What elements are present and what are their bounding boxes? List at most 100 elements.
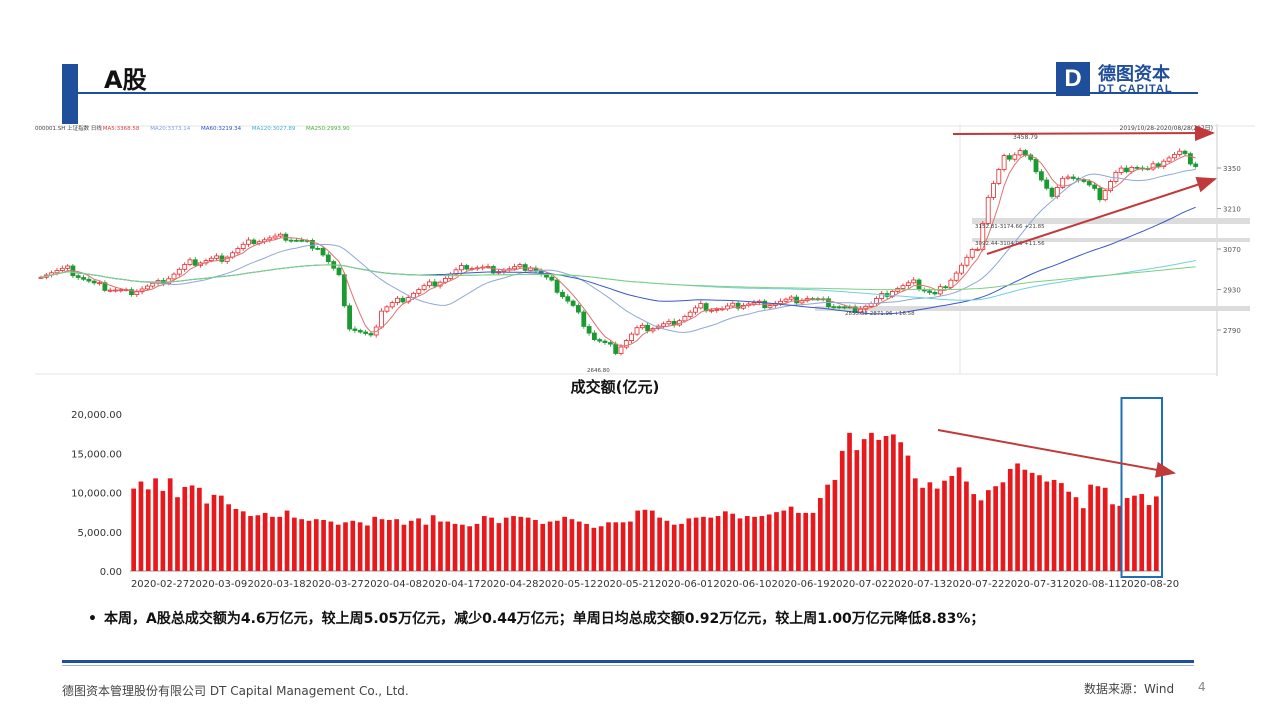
turnover-bar: [905, 455, 911, 571]
candle-body: [911, 279, 917, 284]
candle-body: [235, 248, 241, 254]
candle-body: [645, 324, 650, 332]
candle-body: [1113, 172, 1119, 182]
candle-body: [1108, 181, 1113, 192]
turnover-bar: [518, 516, 524, 571]
turnover-bar: [138, 481, 144, 571]
x-tick-label: 2020-03-18: [247, 579, 305, 590]
turnover-bar: [533, 519, 538, 571]
candle-body: [666, 320, 672, 325]
candle-body: [1033, 159, 1039, 173]
candle-body: [277, 233, 283, 237]
ma20-line: [40, 168, 1196, 333]
turnover-bar: [686, 518, 692, 571]
turnover-bar: [175, 497, 180, 571]
summary-bullet: • 本周，A股总成交额为4.6万亿元，较上周5.05万亿元，减少0.44万亿元；单…: [88, 608, 984, 628]
turnover-bar: [452, 523, 458, 571]
candle-body: [1039, 171, 1044, 181]
turnover-bar: [649, 510, 655, 571]
turnover-bar: [810, 512, 816, 571]
turnover-bar: [335, 524, 341, 571]
title-accent-bar: [62, 64, 78, 124]
turnover-bar: [460, 524, 465, 571]
candle-body: [315, 248, 321, 250]
candlestick-chart: 3350 3210 3070 2930 2790 000001.SH 上证指数 日线 MA5…: [35, 124, 1255, 376]
turnover-bar: [240, 511, 246, 571]
turnover-bar: [328, 521, 334, 571]
candle-body: [528, 267, 533, 271]
gap-zone: [972, 238, 1250, 242]
candle-body: [842, 306, 847, 309]
turnover-bar: [467, 526, 473, 571]
turnover-bar: [869, 432, 874, 571]
turnover-bar: [248, 516, 253, 571]
footer-divider-thin: [62, 665, 1194, 666]
x-tick-label: 2020-06-01: [655, 579, 713, 590]
turnover-bar: [635, 510, 641, 571]
turnover-bar: [986, 490, 991, 571]
candle-body: [512, 266, 518, 270]
turnover-bar: [445, 521, 451, 571]
y-tick-label: 5,000.00: [77, 528, 122, 539]
gap-label: 3092.44-3104.00 +11.56: [975, 241, 1045, 247]
turnover-bar: [262, 512, 268, 571]
turnover-bar: [774, 512, 779, 572]
turnover-bar: [847, 432, 852, 571]
y-tick-label: 20,000.00: [71, 410, 122, 421]
turnover-bar: [964, 481, 969, 571]
candle-body: [1092, 184, 1097, 189]
high-price-label: 3458.79: [1013, 134, 1038, 141]
candle-body: [1007, 155, 1012, 160]
candle-body: [948, 279, 954, 288]
y-tick-label: 0.00: [100, 567, 122, 578]
y-tick-label: 15,000.00: [71, 449, 122, 460]
candle-body: [639, 324, 645, 329]
turnover-bar: [408, 520, 414, 571]
turnover-bar: [730, 513, 735, 571]
turnover-trend-arrow: [937, 429, 1176, 478]
candle-body: [975, 248, 980, 251]
turnover-bar: [1146, 505, 1152, 571]
turnover-bar: [489, 517, 494, 571]
candle-body: [1102, 190, 1108, 201]
logo-name-cn: 德图资本: [1098, 64, 1170, 85]
candle-body: [916, 279, 922, 290]
title-divider: [78, 92, 1198, 94]
candle-body: [1097, 188, 1103, 201]
candle-body: [293, 239, 299, 242]
turnover-bar: [284, 510, 290, 571]
candle-body: [118, 289, 124, 292]
price-tick-label: 2790: [1223, 327, 1241, 335]
ma5-line: [40, 154, 1196, 347]
turnover-bar: [971, 494, 977, 571]
chart-title: 成交额(亿元): [571, 378, 660, 396]
turnover-bar: [949, 476, 955, 571]
candle-body: [1188, 153, 1193, 165]
candle-body: [1086, 181, 1092, 186]
turnover-bar: [796, 512, 801, 571]
turnover-bar: [942, 480, 947, 571]
candle-body: [799, 300, 805, 304]
candle-body: [1156, 163, 1161, 167]
candle-body: [730, 302, 736, 307]
turnover-bar: [1132, 495, 1137, 571]
turnover-bar: [423, 524, 429, 571]
turnover-panel: 成交额(亿元) 0.00 5,000.00 10,000.00 15,000.00 20,…: [60, 374, 1200, 600]
candle-body: [336, 267, 342, 276]
candle-body: [900, 285, 906, 289]
turnover-bar: [759, 516, 765, 571]
candle-body: [932, 291, 938, 295]
turnover-bar: [1029, 472, 1035, 572]
x-tick-label: 2020-04-08: [364, 579, 422, 590]
candle-body: [309, 240, 315, 249]
candle-body: [368, 333, 374, 336]
turnover-bar: [920, 487, 925, 571]
candle-body: [549, 276, 555, 281]
candle-body: [171, 273, 177, 280]
candle-body: [985, 197, 991, 224]
x-tick-label: 2020-05-12: [539, 579, 597, 590]
turnover-bar: [766, 514, 772, 571]
turnover-bar: [474, 523, 480, 571]
turnover-bar: [277, 516, 283, 571]
x-tick-label: 2020-02-27: [131, 579, 189, 590]
